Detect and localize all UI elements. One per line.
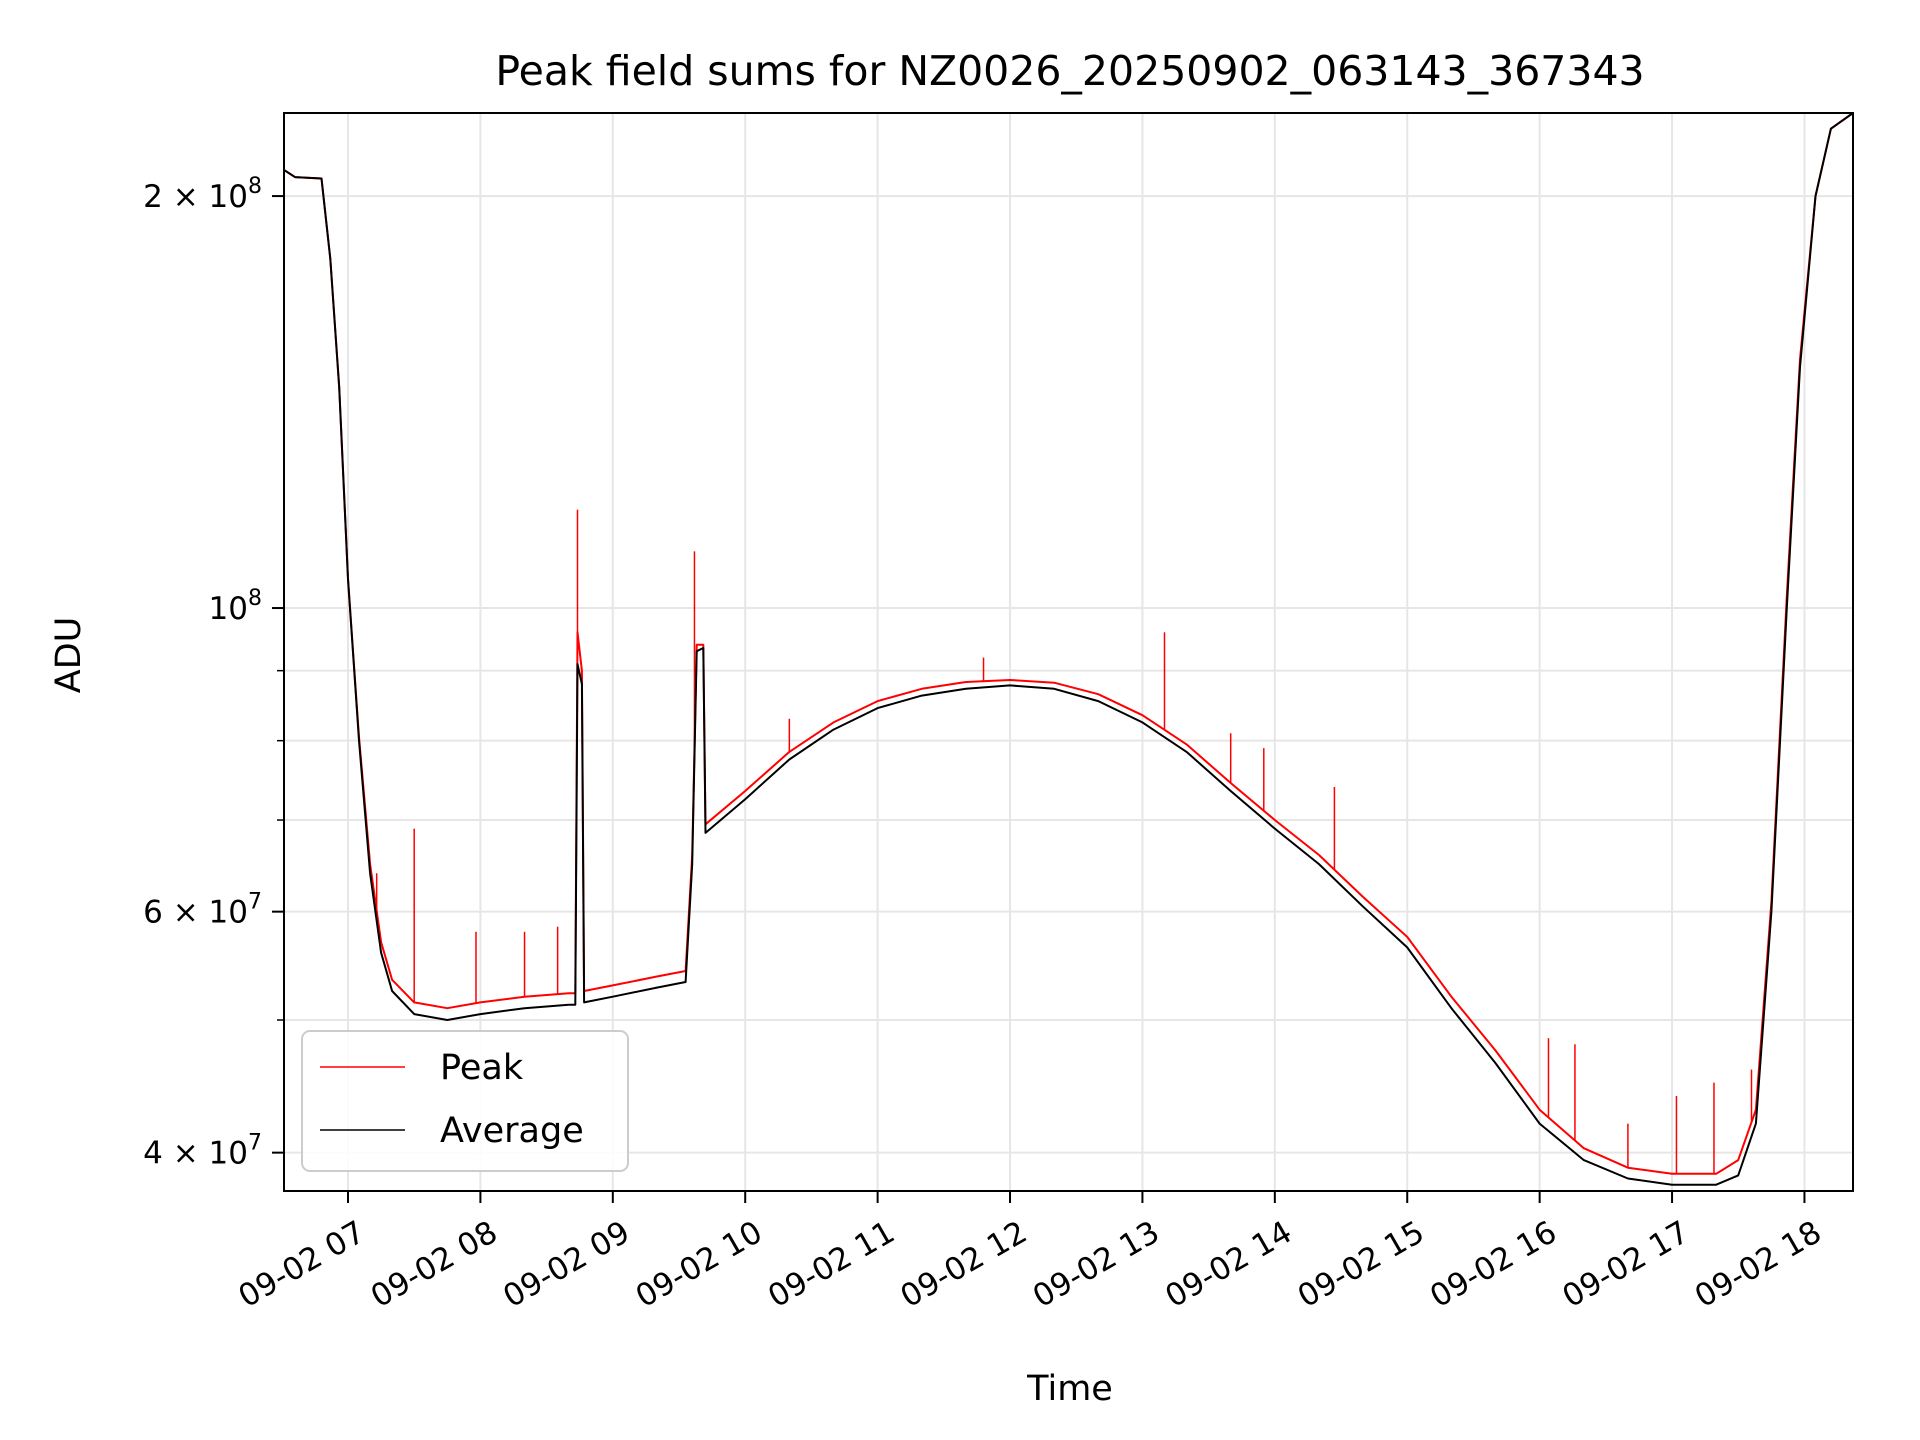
legend: Peak Average	[301, 1030, 629, 1172]
series-line-peak	[284, 113, 1853, 1175]
y-tick-mantissa: 2 × 10	[143, 179, 248, 215]
x-tick-label: 09-02 08	[365, 1214, 504, 1315]
legend-label-average: Average	[440, 1111, 584, 1151]
plot-data	[284, 113, 1853, 1186]
legend-box	[301, 1030, 629, 1172]
y-tick-label: 108	[209, 586, 262, 627]
y-tick-mantissa: 6 × 10	[143, 895, 248, 931]
legend-label-peak: Peak	[440, 1048, 524, 1088]
series-line-average	[284, 113, 1853, 1186]
x-tick-label: 09-02 10	[630, 1214, 769, 1315]
x-tick-label: 09-02 09	[497, 1214, 636, 1315]
y-tick-label: 2 × 108	[143, 174, 262, 215]
y-axis-label: ADU	[49, 617, 89, 694]
y-tick-mantissa: 4 × 10	[143, 1136, 248, 1172]
x-tick-label: 09-02 16	[1424, 1214, 1563, 1315]
chart-title: Peak field sums for NZ0026_20250902_0631…	[495, 47, 1644, 95]
y-tick-label: 4 × 107	[143, 1131, 262, 1172]
y-tick-exponent: 8	[248, 174, 262, 199]
x-tick-label: 09-02 12	[895, 1214, 1034, 1315]
x-tick-label: 09-02 14	[1159, 1214, 1298, 1315]
y-tick-label: 6 × 107	[143, 890, 262, 931]
x-tick-label: 09-02 17	[1557, 1214, 1696, 1315]
y-tick-mantissa: 10	[209, 591, 248, 627]
x-tick-label: 09-02 18	[1689, 1214, 1828, 1315]
y-tick-exponent: 7	[248, 1131, 262, 1156]
x-tick-label: 09-02 13	[1027, 1214, 1166, 1315]
y-tick-exponent: 8	[248, 586, 262, 611]
x-tick-label: 09-02 07	[232, 1214, 371, 1315]
x-axis-label: Time	[1026, 1369, 1113, 1409]
x-tick-label: 09-02 11	[762, 1214, 901, 1315]
grid	[284, 113, 1853, 1191]
y-tick-exponent: 7	[248, 890, 262, 915]
plot-frame	[283, 112, 1854, 1192]
x-tick-label: 09-02 15	[1292, 1214, 1431, 1315]
